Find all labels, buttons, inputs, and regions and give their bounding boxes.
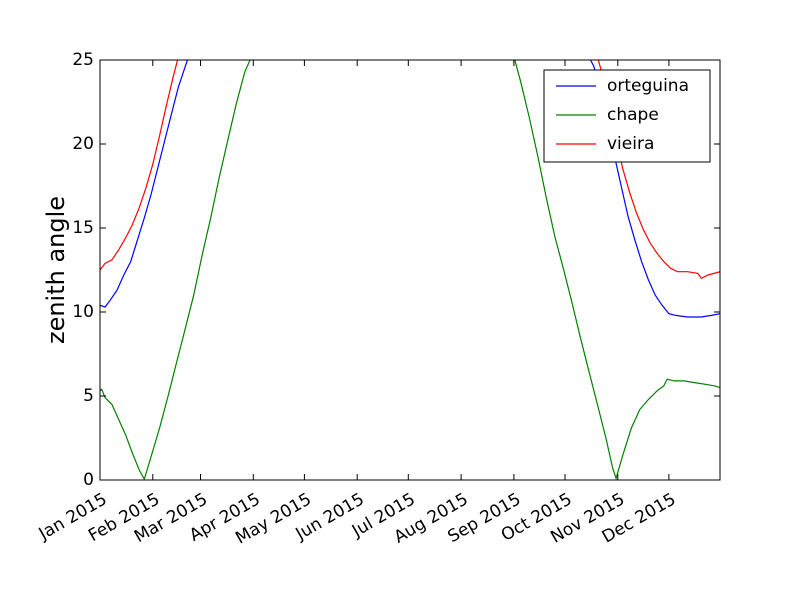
legend-label-vieira: vieira: [607, 134, 654, 154]
legend-label-chape: chape: [607, 105, 659, 125]
series-line-orteguina: [100, 60, 189, 308]
y-tick-label: 20: [72, 134, 94, 154]
y-axis-label: zenith angle: [42, 196, 70, 344]
legend-label-orteguina: orteguina: [607, 76, 689, 96]
series-line-chape: [100, 60, 251, 480]
plot-frame: [99, 59, 721, 481]
y-tick-label: 15: [72, 218, 94, 238]
y-tick-label: 10: [72, 302, 94, 322]
series-line-vieira: [100, 60, 179, 271]
series-line-chape: [514, 60, 720, 480]
y-tick-label: 5: [83, 386, 94, 406]
legend: orteguina chape vieira: [543, 69, 711, 163]
legend-frame: [543, 69, 711, 163]
y-tick-label: 0: [83, 470, 94, 490]
y-tick-label: 25: [72, 50, 94, 70]
